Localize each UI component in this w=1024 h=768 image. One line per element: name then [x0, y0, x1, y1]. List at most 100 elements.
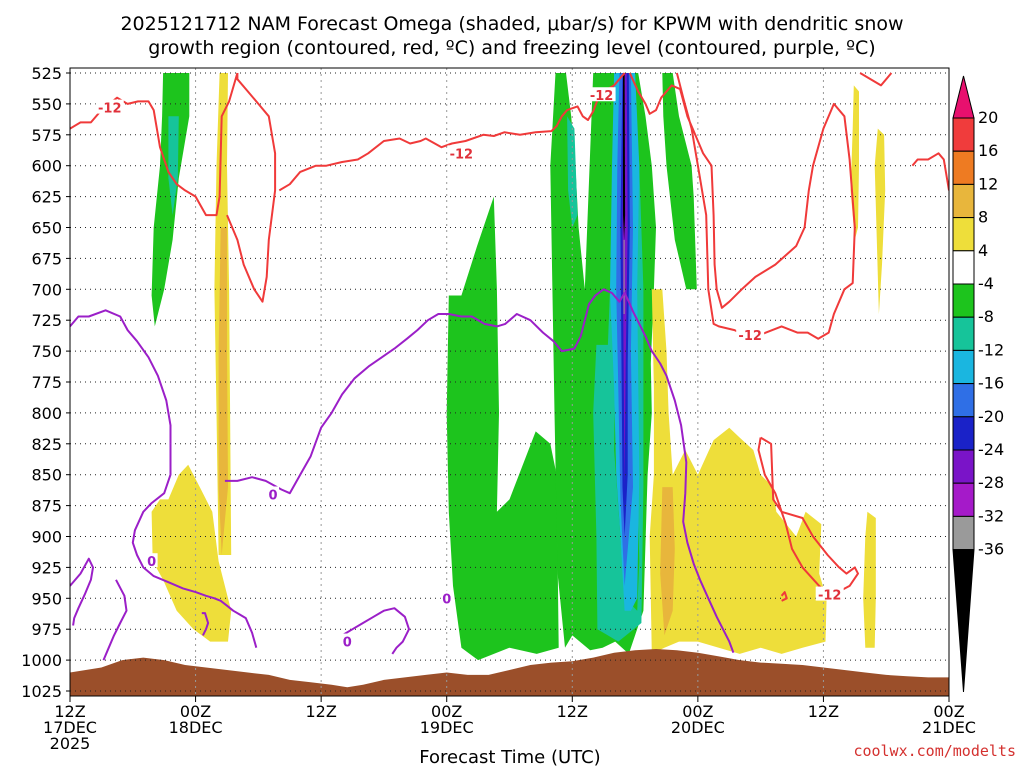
freezing-label-bg [267, 486, 280, 501]
y-tick-label: 875 [31, 497, 62, 516]
colorbar-bottom-arrow [952, 549, 975, 693]
freezing-contour-0 [70, 309, 258, 648]
y-tick-label: 575 [31, 126, 62, 145]
freezing-contour-1 [70, 557, 94, 626]
omega-shading-layer [151, 73, 886, 661]
colorbar-label: 8 [978, 208, 988, 227]
colorbar-segment [952, 482, 975, 517]
y-tick-label: 750 [31, 342, 62, 361]
y-tick-label: 825 [31, 435, 62, 454]
x-axis-label: Forecast Time (UTC) [419, 747, 600, 768]
y-axis: 525 550 575 600 625 650 675 700 725 750 775 800 825 8… [21, 64, 70, 701]
dgz-label-bg [587, 87, 616, 102]
colorbar-label: -8 [978, 307, 994, 326]
dgz-contour-3 [628, 72, 856, 340]
dgz-label-group-2: -12 [447, 145, 476, 162]
dgz-label-group-0: -12 [95, 99, 124, 117]
x-tick-label: 00Z [682, 702, 713, 721]
dgz-contour-7 [780, 591, 788, 602]
x-tick-label: 20DEC [671, 718, 725, 737]
colorbar-segment [952, 250, 975, 285]
dgz-label: -12 [818, 589, 842, 604]
colorbar-label: -4 [978, 274, 994, 293]
x-tick-label: 21DEC [922, 718, 976, 737]
colorbar-segment [952, 150, 975, 185]
chart-title-line-1: 2025121712 NAM Forecast Omega (shaded, μ… [120, 13, 903, 35]
colorbar: 20 16 12 8 4 -4 -8 -12 -16 -20 -24 -28 -32 -36 [952, 75, 1004, 693]
y-tick-label: 700 [31, 280, 62, 299]
colorbar-segment [952, 416, 975, 451]
colorbar-label: -16 [978, 374, 1004, 393]
freezing-label-bg [341, 633, 354, 648]
dgz-contour-5 [911, 152, 949, 191]
colorbar-top-arrow [952, 75, 975, 119]
dgz-label: -12 [590, 89, 614, 104]
y-tick-label: 525 [31, 64, 62, 83]
omega-region-19 [874, 128, 886, 314]
omega-region-3 [218, 227, 228, 555]
colorbar-label: -36 [978, 540, 1004, 559]
omega-region-1 [168, 116, 179, 216]
y-tick-label: 1025 [21, 682, 62, 701]
dgz-label-group-1: -12 [587, 87, 616, 104]
colorbar-label: -28 [978, 473, 1004, 492]
freezing-label-group-1: 0 [267, 486, 280, 503]
y-tick-label: 950 [31, 589, 62, 608]
x-tick-label: 2025 [50, 734, 91, 753]
omega-region-13 [623, 73, 626, 240]
dgz-label-bg [447, 145, 476, 160]
colorbar-segment [952, 515, 975, 551]
colorbar-segment [952, 316, 975, 351]
freezing-level-contour-layer: 0 0 0 0 [70, 288, 735, 661]
x-tick-label: 00Z [180, 702, 211, 721]
colorbar-segment [952, 183, 975, 219]
y-tick-label: 850 [31, 466, 62, 485]
colorbar-label: -20 [978, 407, 1004, 426]
source-credit: coolwx.com/modelts [853, 742, 1016, 760]
x-tick-label: 19DEC [420, 718, 474, 737]
omega-region-20 [863, 511, 876, 648]
freezing-label-bg [145, 553, 158, 568]
omega-region-5 [446, 196, 559, 661]
colorbar-segment [952, 449, 975, 484]
dgz-label: -12 [738, 329, 762, 344]
y-tick-label: 650 [31, 219, 62, 238]
y-tick-label: 625 [31, 188, 62, 207]
colorbar-label: 20 [978, 108, 998, 127]
x-tick-label: 12Z [305, 702, 336, 721]
colorbar-segment [952, 283, 975, 318]
freezing-label-group-2: 0 [440, 590, 453, 607]
freezing-contour-5 [201, 612, 210, 636]
y-tick-label: 975 [31, 620, 62, 639]
y-tick-label: 675 [31, 249, 62, 268]
dgz-contour-2 [278, 72, 626, 192]
x-tick-label: 12Z [808, 702, 839, 721]
dgz-label-group-3: -12 [736, 327, 765, 344]
dgz-contour-layer: -12 -12 -12 -12 -12 [70, 72, 949, 604]
colorbar-segment [952, 217, 975, 252]
dgz-label-bg [815, 586, 844, 601]
colorbar-label: -24 [978, 440, 1004, 459]
colorbar-label: 16 [978, 141, 998, 160]
freezing-contour-4 [341, 607, 410, 655]
omega-region-15 [662, 73, 697, 290]
omega-region-14 [623, 239, 625, 314]
freezing-label: 0 [343, 636, 352, 651]
x-tick-label: 18DEC [169, 718, 223, 737]
colorbar-label: -32 [978, 506, 1004, 525]
y-tick-label: 1000 [21, 651, 62, 670]
colorbar-segment [952, 117, 975, 152]
x-tick-label: 17DEC [43, 718, 97, 737]
y-tick-label: 600 [31, 157, 62, 176]
omega-region-0 [151, 73, 190, 327]
freezing-label-bg [440, 590, 453, 605]
y-tick-label: 925 [31, 558, 62, 577]
y-tick-label: 725 [31, 311, 62, 330]
dgz-contour-4 [859, 72, 893, 87]
colorbar-label: 4 [978, 241, 988, 260]
dgz-label: -12 [98, 102, 122, 117]
chart-title-line-2: growth region (contoured, red, ºC) and f… [148, 37, 875, 59]
freezing-contour-3 [224, 288, 735, 654]
x-tick-label: 00Z [431, 702, 462, 721]
